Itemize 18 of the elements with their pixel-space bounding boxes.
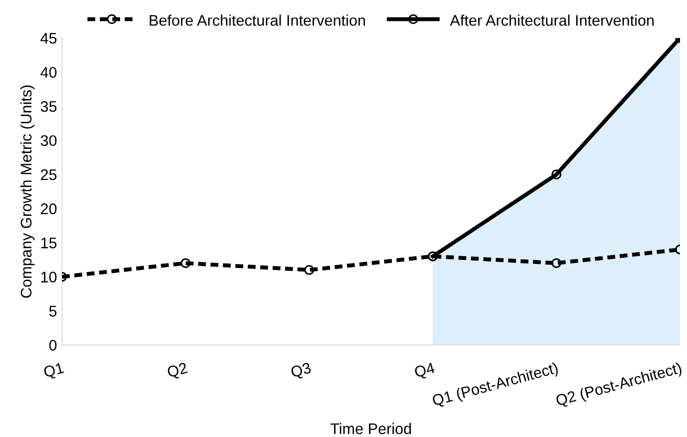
x-tick-label: Q2 (166, 362, 188, 380)
y-tick-label: 15 (41, 238, 56, 248)
y-tick-label: 35 (40, 101, 56, 112)
y-tick-label: 25 (40, 169, 56, 180)
y-tick-label: 30 (40, 135, 57, 146)
legend-label: Before Architectural Intervention (150, 14, 365, 26)
x-axis-title: Time Period (330, 422, 411, 434)
x-tick-label: Q4 (414, 362, 436, 380)
y-axis-title: Company Growth Metric (Units) (20, 85, 35, 298)
y-tick-label: 20 (40, 203, 57, 214)
y-tick-label: 0 (49, 340, 57, 351)
x-tick-label: Q1 (43, 362, 65, 380)
y-tick-label: 40 (40, 66, 57, 78)
y-tick-label: 5 (49, 306, 56, 317)
x-tick-label: Q3 (290, 362, 312, 380)
legend-label: After Architectural Intervention (450, 14, 654, 26)
y-tick-label: 45 (40, 33, 56, 44)
y-tick-label: 10 (41, 272, 57, 282)
